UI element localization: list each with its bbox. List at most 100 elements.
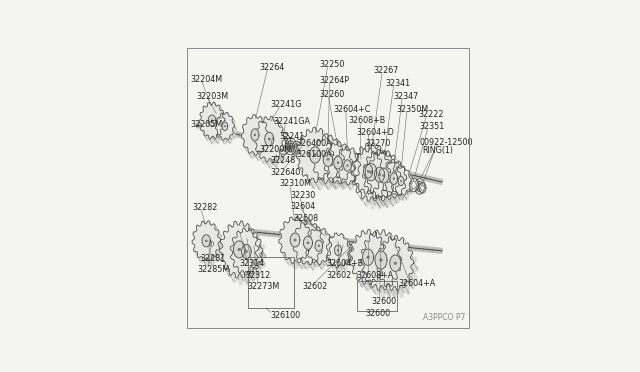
Polygon shape — [298, 142, 309, 160]
Polygon shape — [224, 228, 263, 285]
Polygon shape — [270, 135, 277, 145]
Text: 32602: 32602 — [326, 271, 352, 280]
Text: 32604: 32604 — [291, 202, 316, 211]
Polygon shape — [412, 182, 416, 189]
Text: 32204M: 32204M — [191, 74, 223, 83]
Text: 326100: 326100 — [271, 311, 301, 320]
Circle shape — [370, 171, 372, 173]
Text: RING(1): RING(1) — [422, 146, 454, 155]
Text: 32608: 32608 — [294, 214, 319, 223]
Circle shape — [224, 126, 225, 127]
Circle shape — [314, 154, 316, 156]
Text: 32604+B: 32604+B — [326, 259, 364, 268]
Text: 32310M: 32310M — [279, 179, 311, 188]
Polygon shape — [390, 255, 401, 272]
Text: 32602: 32602 — [302, 282, 328, 291]
Text: 32230: 32230 — [291, 190, 316, 199]
Polygon shape — [281, 140, 286, 147]
Polygon shape — [251, 129, 259, 141]
Text: 32264: 32264 — [259, 63, 285, 72]
Polygon shape — [199, 102, 225, 139]
Text: 32604+C: 32604+C — [333, 105, 371, 113]
Polygon shape — [305, 149, 311, 158]
Polygon shape — [195, 225, 223, 266]
Polygon shape — [205, 236, 213, 248]
Polygon shape — [335, 245, 342, 256]
Polygon shape — [211, 114, 224, 132]
Circle shape — [378, 173, 381, 176]
Polygon shape — [375, 251, 387, 269]
Polygon shape — [211, 241, 214, 246]
Polygon shape — [234, 234, 266, 281]
Text: 32248: 32248 — [271, 156, 296, 165]
Polygon shape — [301, 148, 306, 154]
Polygon shape — [208, 115, 216, 126]
Polygon shape — [279, 217, 311, 263]
Polygon shape — [335, 146, 360, 185]
Polygon shape — [326, 233, 350, 268]
Polygon shape — [363, 149, 396, 200]
Circle shape — [393, 178, 395, 180]
Polygon shape — [356, 154, 387, 200]
Polygon shape — [419, 183, 426, 193]
Polygon shape — [410, 178, 419, 192]
Polygon shape — [312, 135, 344, 183]
Polygon shape — [327, 147, 355, 189]
Text: 32270: 32270 — [365, 139, 390, 148]
Polygon shape — [218, 116, 237, 144]
Polygon shape — [416, 182, 423, 192]
Polygon shape — [341, 248, 347, 256]
Polygon shape — [334, 156, 342, 169]
Polygon shape — [202, 235, 211, 247]
Polygon shape — [323, 240, 333, 256]
Polygon shape — [294, 146, 298, 151]
Polygon shape — [207, 239, 211, 246]
Polygon shape — [349, 250, 353, 257]
Polygon shape — [404, 178, 412, 189]
Text: 326100A: 326100A — [296, 150, 332, 160]
Polygon shape — [293, 144, 300, 154]
Polygon shape — [245, 241, 262, 266]
Circle shape — [238, 248, 241, 251]
Polygon shape — [351, 143, 390, 201]
Polygon shape — [248, 245, 259, 262]
Polygon shape — [377, 235, 414, 291]
Polygon shape — [421, 185, 424, 190]
Polygon shape — [367, 156, 401, 206]
Circle shape — [401, 180, 402, 182]
Polygon shape — [384, 164, 410, 203]
Circle shape — [367, 170, 369, 172]
Polygon shape — [285, 138, 296, 155]
Text: 322640: 322640 — [271, 168, 301, 177]
Polygon shape — [339, 244, 349, 260]
Polygon shape — [303, 146, 313, 161]
Polygon shape — [216, 120, 220, 126]
Polygon shape — [367, 150, 401, 201]
Polygon shape — [293, 221, 323, 264]
Polygon shape — [282, 222, 315, 269]
Text: 32222: 32222 — [418, 110, 444, 119]
Polygon shape — [310, 147, 321, 163]
Text: 32264P: 32264P — [319, 76, 349, 85]
Circle shape — [254, 134, 256, 136]
Text: 32600: 32600 — [371, 296, 396, 305]
Circle shape — [383, 174, 385, 177]
Polygon shape — [363, 249, 374, 265]
Text: 32604+A: 32604+A — [398, 279, 435, 288]
Polygon shape — [209, 238, 216, 249]
Text: 32241GA: 32241GA — [273, 118, 310, 126]
Polygon shape — [364, 164, 372, 178]
Text: 32600: 32600 — [365, 310, 390, 318]
Polygon shape — [344, 244, 357, 263]
Polygon shape — [381, 160, 407, 198]
Text: 32260: 32260 — [319, 90, 345, 99]
Text: 32273M: 32273M — [248, 282, 280, 291]
Text: 32351: 32351 — [420, 122, 445, 131]
Polygon shape — [403, 175, 414, 192]
Polygon shape — [257, 122, 288, 168]
Polygon shape — [415, 179, 425, 194]
Polygon shape — [323, 152, 333, 166]
Polygon shape — [268, 133, 279, 147]
Text: 00922-12500: 00922-12500 — [420, 138, 473, 147]
Polygon shape — [265, 132, 274, 146]
